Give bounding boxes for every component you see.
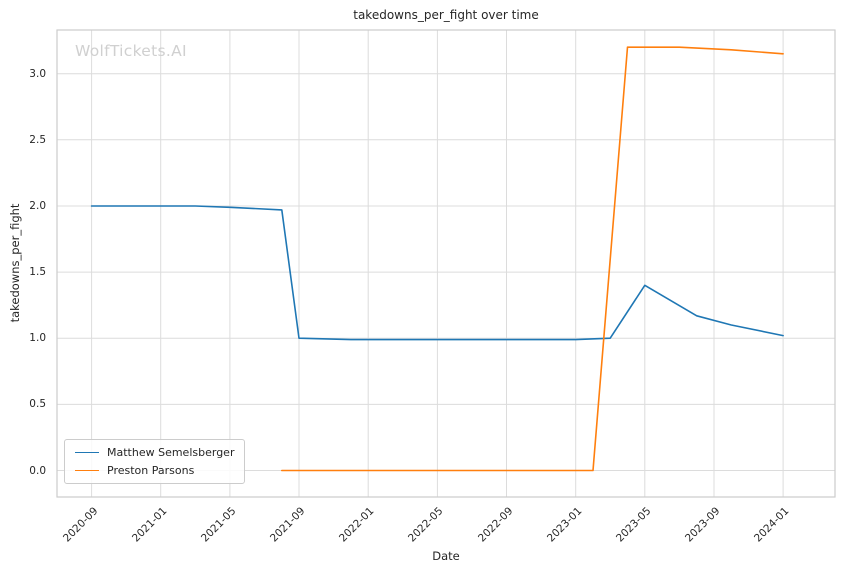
y-tick-label: 3.0 xyxy=(29,67,46,80)
series-line-matthew-semelsberger xyxy=(90,205,784,341)
plot-border xyxy=(56,29,836,498)
x-tick-label: 2023-09 xyxy=(682,505,723,545)
y-axis-tick-labels: 0.0 0.5 1.0 1.5 2.0 2.5 3.0 xyxy=(0,0,46,575)
y-axis-label: takedowns_per_fight xyxy=(8,203,22,323)
x-tick-label: 2020-09 xyxy=(60,505,101,545)
legend: Matthew Semelsberger Preston Parsons xyxy=(64,439,246,484)
y-tick-label: 1.5 xyxy=(29,266,46,279)
x-tick-label: 2022-01 xyxy=(337,505,377,545)
x-tick-label: 2021-05 xyxy=(198,505,239,545)
y-tick-label: 2.0 xyxy=(29,200,46,212)
x-tick-label: 2021-09 xyxy=(267,505,308,545)
x-tick-label: 2021-01 xyxy=(129,505,170,545)
x-tick-label: 2022-05 xyxy=(406,505,446,545)
y-tick-label: 0.5 xyxy=(29,398,46,411)
legend-label: Matthew Semelsberger xyxy=(107,446,235,459)
series-line-preston-parsons xyxy=(280,46,784,472)
x-tick-label: 2023-05 xyxy=(613,505,654,545)
x-tick-label: 2024-01 xyxy=(752,505,792,545)
x-tick-label: 2023-01 xyxy=(544,505,585,545)
legend-item: Preston Parsons xyxy=(75,464,234,477)
legend-item: Matthew Semelsberger xyxy=(75,446,234,459)
chart-title: takedowns_per_fight over time xyxy=(353,8,539,22)
legend-label: Preston Parsons xyxy=(107,464,195,477)
legend-line-swatch xyxy=(75,452,99,453)
legend-line-swatch xyxy=(75,470,99,471)
x-tick-label: 2022-09 xyxy=(475,505,515,545)
y-tick-label: 2.5 xyxy=(29,133,46,146)
x-axis-label: Date xyxy=(432,549,460,563)
y-tick-label: 0.0 xyxy=(29,464,46,477)
y-tick-label: 1.0 xyxy=(29,332,46,345)
watermark-wolftickets: WolfTickets.AI xyxy=(75,42,187,60)
